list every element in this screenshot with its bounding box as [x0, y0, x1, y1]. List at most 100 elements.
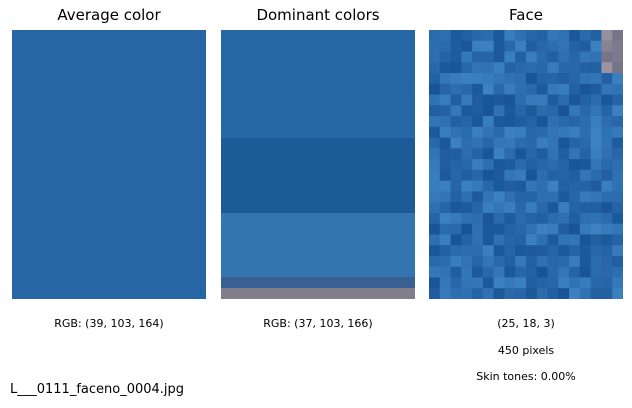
- face-pixel: [429, 116, 441, 128]
- face-pixel: [536, 234, 549, 246]
- face-pixel: [536, 202, 549, 214]
- face-pixel: [590, 83, 602, 96]
- face-pixel: [547, 212, 559, 225]
- face-pixel: [439, 245, 452, 257]
- dominant-color-band: [221, 277, 415, 289]
- face-pixel: [472, 40, 484, 53]
- face-pixel: [472, 277, 484, 289]
- face-pixel: [526, 83, 538, 96]
- face-pixel: [450, 83, 462, 96]
- face-pixel: [472, 255, 484, 268]
- face-pixel: [558, 30, 570, 42]
- face-pixel: [461, 51, 473, 63]
- dominant-colors-swatch: [221, 30, 415, 299]
- face-pixel: [493, 245, 505, 257]
- face-pixel: [461, 126, 473, 139]
- face-pixel: [461, 245, 473, 257]
- face-pixel: [439, 105, 452, 117]
- face-pixel: [579, 245, 592, 257]
- face-pixel: [472, 105, 484, 117]
- face-pixel: [547, 94, 559, 106]
- face-pixel: [579, 94, 592, 106]
- face-pixel: [590, 62, 602, 74]
- face-pixel: [526, 105, 538, 117]
- face-pixel: [569, 245, 581, 257]
- face-pixel: [612, 234, 623, 246]
- face-pixel: [590, 288, 602, 299]
- face-pixel: [482, 266, 495, 278]
- face-pixel: [515, 180, 527, 192]
- face-pixel: [439, 212, 452, 225]
- filename-label: L___0111_faceno_0004.jpg: [10, 382, 185, 397]
- face-pixel: [601, 126, 613, 139]
- face-pixel: [536, 105, 549, 117]
- face-pixel: [439, 180, 452, 192]
- face-pixel: [601, 288, 613, 299]
- face-pixel: [450, 180, 462, 192]
- face-pixel: [482, 159, 495, 171]
- face-pixel: [504, 180, 516, 192]
- face-pixel: [472, 126, 484, 139]
- face-pixel: [515, 159, 527, 171]
- face-pixel: [601, 223, 613, 235]
- face-pixel: [429, 234, 441, 246]
- face-pixel: [439, 277, 452, 289]
- face-pixel: [547, 180, 559, 192]
- face-pixel: [515, 277, 527, 289]
- face-pixel: [493, 83, 505, 96]
- face-pixel: [612, 202, 623, 214]
- face-pixel: [439, 234, 452, 246]
- face-pixel: [590, 234, 602, 246]
- face-pixel: [569, 83, 581, 96]
- face-pixel: [612, 223, 623, 235]
- face-pixel: [612, 191, 623, 203]
- face-pixel: [612, 94, 623, 106]
- face-pixel: [472, 94, 484, 106]
- face-pixel: [569, 73, 581, 85]
- face-pixel: [504, 94, 516, 106]
- face-pixel: [439, 159, 452, 171]
- face-pixel: [493, 159, 505, 171]
- face-pixel: [569, 277, 581, 289]
- face-pixel: [461, 169, 473, 182]
- face-pixel: [558, 191, 570, 203]
- face-pixel: [429, 202, 441, 214]
- face-skin-tones: Skin tones: 0.00%: [476, 370, 576, 383]
- face-pixel: [493, 169, 505, 182]
- face-pixel: [569, 169, 581, 182]
- face-pixel: [504, 234, 516, 246]
- face-pixel: [482, 288, 495, 299]
- face-pixel: [504, 288, 516, 299]
- face-pixel: [493, 40, 505, 53]
- face-pixel: [558, 94, 570, 106]
- face-pixel: [472, 51, 484, 63]
- face-pixel: [590, 255, 602, 268]
- face-pixel: [461, 202, 473, 214]
- face-pixel: [601, 105, 613, 117]
- face-pixel: [558, 288, 570, 299]
- face-pixel: [526, 202, 538, 214]
- face-pixel: [547, 266, 559, 278]
- face-pixel: [504, 191, 516, 203]
- face-pixel: [515, 137, 527, 149]
- face-pixel: [450, 288, 462, 299]
- face-pixel: [558, 277, 570, 289]
- face-pixel: [429, 245, 441, 257]
- face-pixel: [526, 126, 538, 139]
- face-pixel: [515, 266, 527, 278]
- face-pixel: [569, 288, 581, 299]
- face-pixel: [482, 105, 495, 117]
- face-pixel: [450, 169, 462, 182]
- face-pixel: [536, 255, 549, 268]
- face-pixel: [526, 40, 538, 53]
- face-pixel: [472, 169, 484, 182]
- face-pixel: [439, 126, 452, 139]
- face-pixel: [601, 62, 613, 74]
- face-pixel: [493, 234, 505, 246]
- face-pixel: [493, 105, 505, 117]
- face-title: Face: [509, 6, 543, 24]
- face-pixel: [504, 159, 516, 171]
- face-pixel: [579, 40, 592, 53]
- face-pixel: [450, 266, 462, 278]
- face-pixel: [439, 191, 452, 203]
